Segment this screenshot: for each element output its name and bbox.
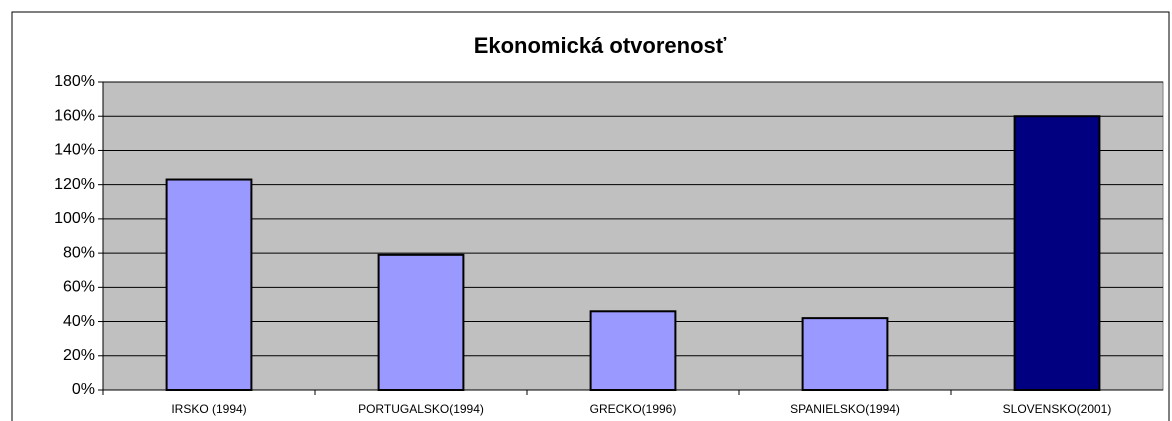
- bar: [1013, 115, 1101, 391]
- bar: [165, 178, 253, 391]
- bar: [801, 317, 889, 391]
- y-tick-label: 140%: [54, 142, 95, 159]
- y-tick-label: 60%: [63, 279, 95, 296]
- chart-title: Ekonomická otvorenosť: [474, 33, 727, 58]
- y-tick-label: 40%: [63, 313, 95, 330]
- y-tick-label: 0%: [72, 381, 95, 398]
- y-tick-label: 120%: [54, 176, 95, 193]
- y-tick-label: 100%: [54, 210, 95, 227]
- x-tick-label: GRECKO(1996): [590, 402, 677, 416]
- x-tick-label: SLOVENSKO(2001): [1003, 402, 1112, 416]
- bar: [589, 310, 677, 391]
- x-tick-label: SPANIELSKO(1994): [790, 402, 900, 416]
- y-tick-label: 20%: [63, 347, 95, 364]
- x-tick-label: IRSKO (1994): [171, 402, 246, 416]
- bar: [377, 253, 465, 391]
- x-tick-label: PORTUGALSKO(1994): [358, 402, 484, 416]
- y-tick-label: 80%: [63, 244, 95, 261]
- y-tick-label: 160%: [54, 107, 95, 124]
- y-tick-label: 180%: [54, 73, 95, 90]
